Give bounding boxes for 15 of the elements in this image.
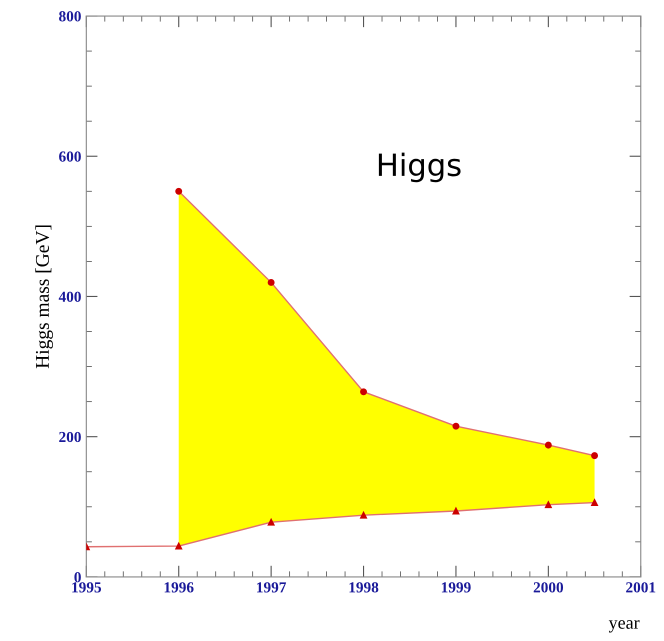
x-tick-label: 1996 — [164, 582, 194, 593]
y-tick-label: 0 — [74, 572, 81, 582]
x-tick-label: 1998 — [349, 582, 378, 593]
y-tick-label: 400 — [58, 292, 81, 302]
x-tick-label: 2001 — [626, 582, 656, 593]
x-tick-label: 1995 — [72, 582, 102, 593]
y-tick-label: 200 — [59, 432, 81, 442]
x-tick-label: 1997 — [257, 582, 286, 593]
y-tick-label: 600 — [59, 151, 81, 162]
annotation: Higgs — [378, 152, 461, 182]
x-tick-label: 2000 — [534, 582, 564, 593]
x-axis-title: year — [608, 620, 640, 633]
y-tick-label: 800 — [59, 11, 81, 22]
y-axis-title: Higgs mass [GeV] — [35, 226, 53, 368]
x-tick-label: 1999 — [442, 582, 471, 593]
